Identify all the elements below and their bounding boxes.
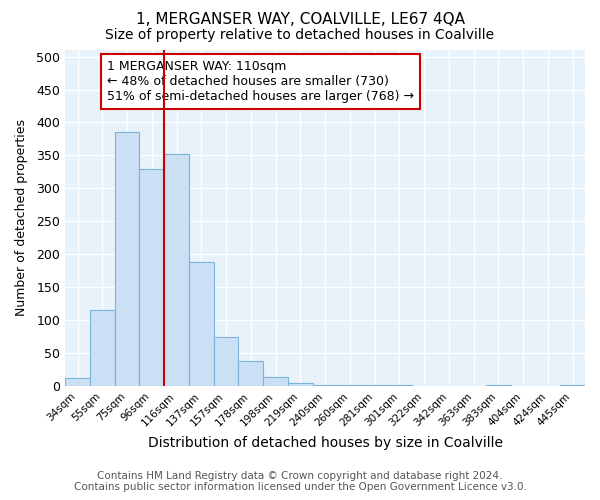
Bar	[115, 132, 139, 386]
Bar	[288, 382, 313, 386]
Bar	[486, 384, 511, 386]
Bar	[263, 378, 288, 386]
Bar	[238, 361, 263, 386]
Bar	[90, 310, 115, 386]
Bar	[164, 154, 189, 386]
Bar	[214, 336, 238, 386]
Bar	[313, 384, 337, 386]
Text: 1 MERGANSER WAY: 110sqm
← 48% of detached houses are smaller (730)
51% of semi-d: 1 MERGANSER WAY: 110sqm ← 48% of detache…	[107, 60, 414, 103]
Text: Contains HM Land Registry data © Crown copyright and database right 2024.
Contai: Contains HM Land Registry data © Crown c…	[74, 471, 526, 492]
Bar	[139, 168, 164, 386]
Bar	[362, 384, 387, 386]
Text: 1, MERGANSER WAY, COALVILLE, LE67 4QA: 1, MERGANSER WAY, COALVILLE, LE67 4QA	[136, 12, 464, 28]
Bar	[65, 378, 90, 386]
Bar	[387, 384, 412, 386]
Y-axis label: Number of detached properties: Number of detached properties	[15, 120, 28, 316]
Bar	[337, 384, 362, 386]
X-axis label: Distribution of detached houses by size in Coalville: Distribution of detached houses by size …	[148, 436, 503, 450]
Text: Size of property relative to detached houses in Coalville: Size of property relative to detached ho…	[106, 28, 494, 42]
Bar	[189, 262, 214, 386]
Bar	[560, 384, 585, 386]
